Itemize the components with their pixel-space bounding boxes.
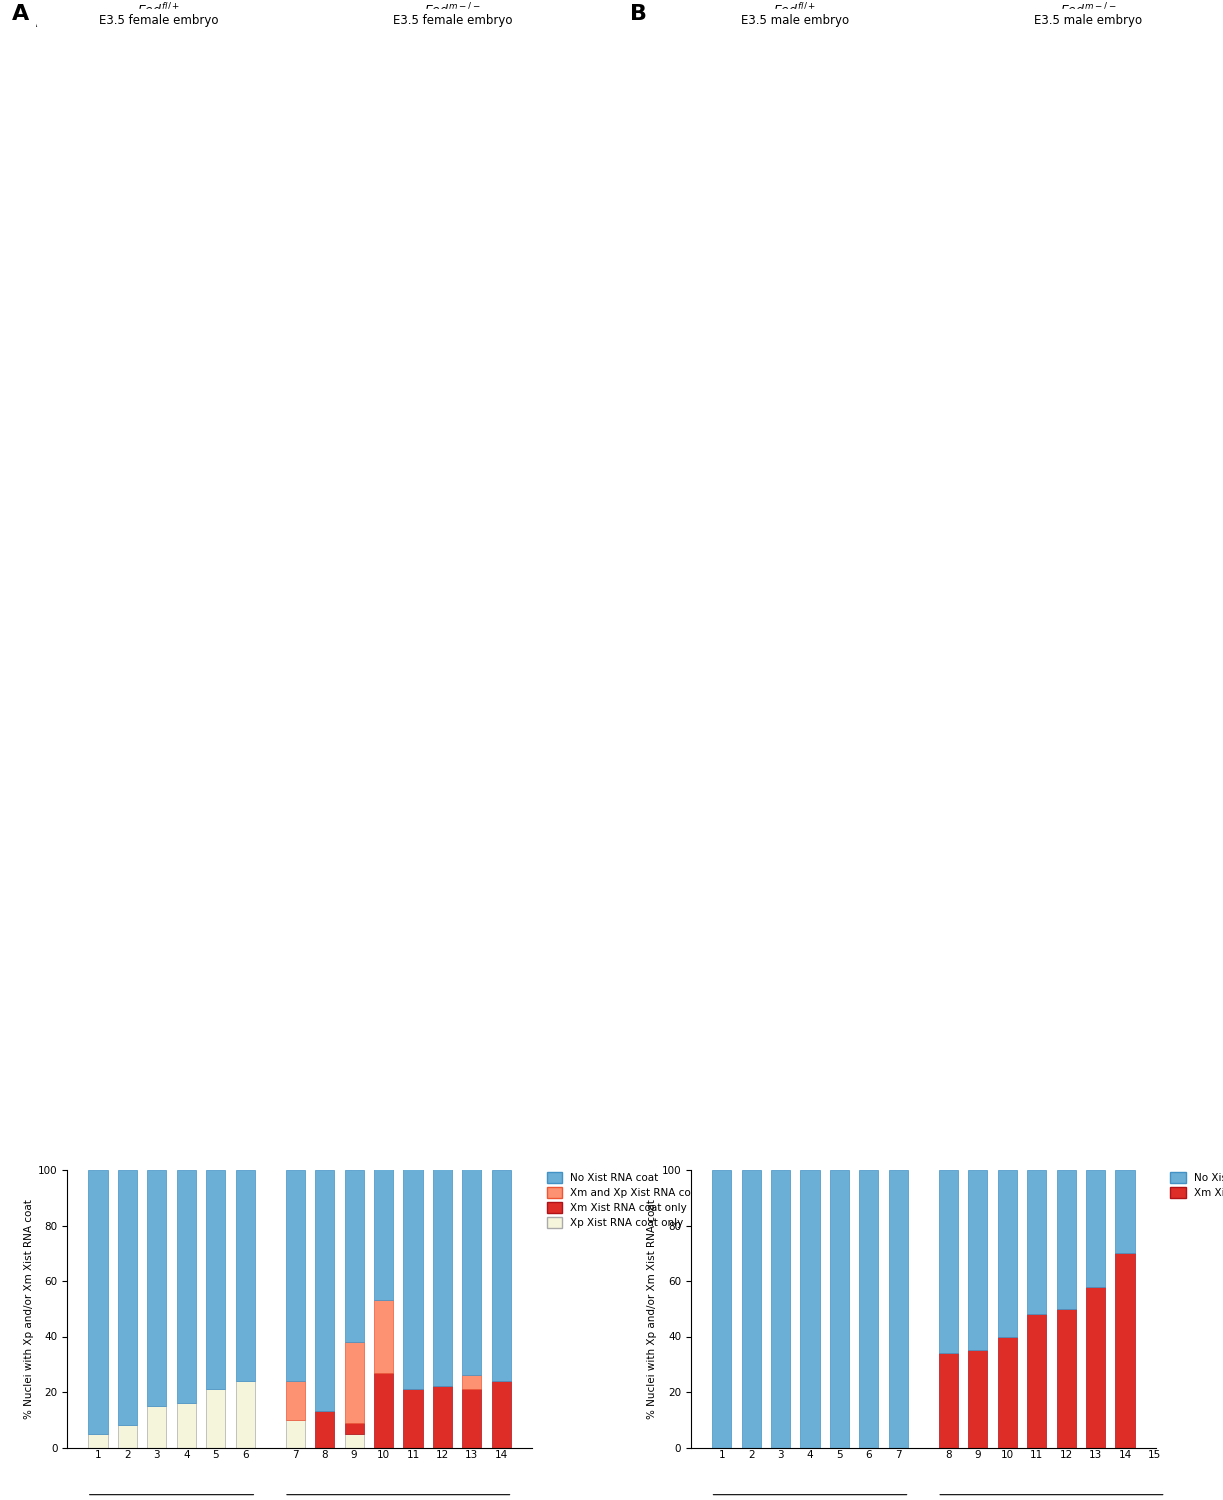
Bar (374, 1300, 393, 1372)
Text: E3.5 female embryo: E3.5 female embryo (99, 13, 219, 27)
Bar (433, 1386, 453, 1448)
Legend: No Xist RNA coat, Xm Xist RNA coat: No Xist RNA coat, Xm Xist RNA coat (1170, 1173, 1223, 1198)
Y-axis label: % Nuclei with Xp and/or Xm Xist RNA coat: % Nuclei with Xp and/or Xm Xist RNA coat (647, 1198, 658, 1419)
Text: E3.5 female embryo: E3.5 female embryo (393, 13, 512, 27)
Bar (462, 1160, 482, 1376)
Bar (939, 1353, 958, 1448)
Text: A: A (18, 9, 38, 33)
Text: E3.5 male embryo: E3.5 male embryo (741, 13, 849, 27)
Bar (1115, 1170, 1135, 1254)
Bar (969, 1170, 987, 1350)
Bar (286, 1419, 305, 1448)
Text: B: B (630, 4, 647, 24)
Bar (492, 1382, 511, 1448)
Bar (741, 1170, 761, 1448)
Bar (286, 1382, 305, 1419)
Bar (316, 1170, 334, 1412)
Bar (830, 1170, 849, 1448)
Bar (176, 1170, 196, 1402)
Bar (939, 1170, 958, 1353)
Bar (462, 1376, 482, 1389)
Bar (800, 1170, 819, 1448)
Bar (969, 1350, 987, 1448)
Bar (117, 1170, 137, 1425)
Bar (1057, 1170, 1076, 1308)
Y-axis label: % Nuclei with Xp and/or Xm Xist RNA coat: % Nuclei with Xp and/or Xm Xist RNA coat (23, 1198, 34, 1419)
Bar (345, 1434, 363, 1448)
Text: $Eed^{fl/+}$: $Eed^{fl/+}$ (137, 2, 181, 18)
Text: $Eed^{m-/-}$: $Eed^{m-/-}$ (424, 2, 481, 18)
Bar (1086, 1287, 1106, 1448)
Bar (207, 1170, 225, 1389)
Bar (889, 1170, 907, 1448)
Bar (462, 1389, 482, 1448)
Text: $Eed^{m-/-}$: $Eed^{m-/-}$ (1060, 2, 1117, 18)
Bar (1027, 1314, 1047, 1448)
Text: E3.5 male embryo: E3.5 male embryo (1035, 13, 1142, 27)
Bar (712, 1170, 731, 1448)
Bar (286, 1170, 305, 1382)
Bar (860, 1170, 878, 1448)
Bar (207, 1389, 225, 1448)
Bar (117, 1425, 137, 1448)
Bar (345, 1342, 363, 1422)
Bar (236, 1170, 254, 1382)
Bar (88, 1434, 108, 1448)
Bar (345, 1422, 363, 1434)
Bar (492, 1170, 511, 1382)
Bar (998, 1336, 1016, 1448)
Bar (404, 1156, 423, 1389)
Text: A: A (12, 4, 29, 24)
Bar (770, 1170, 790, 1448)
Bar (176, 1402, 196, 1447)
Legend: No Xist RNA coat, Xm and Xp Xist RNA coat, Xm Xist RNA coat only, Xp Xist RNA co: No Xist RNA coat, Xm and Xp Xist RNA coa… (547, 1173, 702, 1228)
Bar (236, 1382, 254, 1448)
Bar (316, 1412, 334, 1448)
Text: $Eed^{fl/+}$: $Eed^{fl/+}$ (773, 2, 817, 18)
Bar (147, 1406, 166, 1447)
Bar (1086, 1170, 1106, 1287)
Bar (433, 1156, 453, 1386)
Bar (374, 1372, 393, 1448)
Bar (88, 1170, 108, 1434)
Bar (1057, 1308, 1076, 1448)
Bar (345, 1170, 363, 1342)
Text: B: B (630, 9, 649, 33)
Bar (998, 1170, 1016, 1336)
Bar (404, 1389, 423, 1448)
Bar (1027, 1170, 1047, 1314)
Bar (147, 1170, 166, 1406)
Bar (1115, 1254, 1135, 1448)
Bar (374, 1148, 393, 1300)
